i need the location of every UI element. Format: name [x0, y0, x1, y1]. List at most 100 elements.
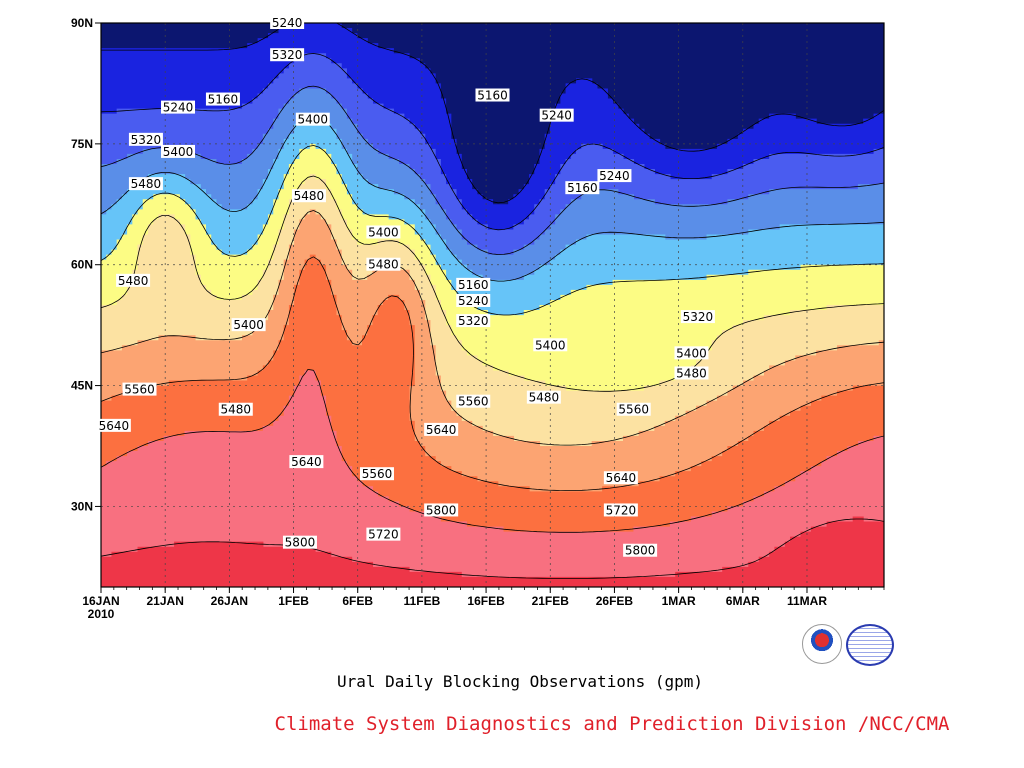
contour-value-text: 5560	[362, 467, 393, 481]
y-tick-label: 30N	[71, 499, 93, 513]
contour-band	[101, 370, 884, 578]
contour-value-label: 5800	[282, 535, 317, 550]
contour-value-text: 5400	[233, 318, 264, 332]
contour-value-label: 5160	[456, 277, 491, 292]
y-axis: 30N 45N 60N 75N 90N	[71, 16, 101, 513]
contour-value-label: 5240	[270, 16, 305, 30]
x-tick-label: 6MAR	[726, 594, 760, 608]
contour-value-label: 5240	[597, 169, 632, 183]
contour-value-text: 5480	[368, 258, 399, 272]
contour-value-label: 5240	[161, 100, 196, 115]
contour-value-text: 5320	[272, 48, 303, 62]
contour-value-text: 5240	[541, 109, 572, 123]
contour-value-text: 5160	[458, 278, 489, 292]
contour-line	[101, 145, 884, 316]
contour-line	[101, 256, 884, 491]
contour-value-label: 5720	[366, 527, 401, 542]
contour-value-text: 5480	[131, 177, 162, 191]
contour-value-label: 5320	[128, 132, 163, 147]
contour-value-label: 5480	[128, 177, 163, 191]
contour-band	[101, 254, 884, 533]
contour-value-text: 5560	[618, 403, 649, 417]
y-tick-label: 60N	[71, 258, 93, 272]
contour-band	[101, 516, 884, 587]
contour-value-text: 5160	[208, 93, 239, 107]
bcc-logo	[802, 624, 842, 664]
contour-value-label: 5400	[295, 112, 330, 127]
contour-band	[101, 209, 884, 492]
contour-value-label: 5480	[674, 366, 709, 380]
contour-value-text: 5400	[163, 145, 194, 159]
contour-value-label: 5400	[161, 144, 196, 159]
x-tick-label: 1MAR	[662, 594, 696, 608]
contour-value-text: 5320	[683, 310, 714, 324]
contour-value-label: 5800	[623, 543, 658, 558]
x-tick-label: 16FEB	[467, 594, 505, 608]
contour-line	[101, 369, 884, 533]
contour-value-text: 5480	[294, 189, 325, 203]
contour-value-text: 5400	[298, 113, 329, 127]
contour-value-text: 5640	[426, 423, 457, 437]
y-tick-label: 75N	[71, 137, 93, 151]
x-tick-label: 21JAN	[147, 594, 184, 608]
contour-value-text: 5720	[368, 528, 399, 542]
x-axis: 16JAN 21JAN 26JAN 1FEB 6FEB 11FEB 16FEB 21FEB 26…	[82, 587, 885, 621]
contour-labels: 5240532051605240532054005480540054805480…	[96, 16, 715, 558]
contour-value-text: 5640	[99, 419, 130, 433]
contour-band	[101, 23, 884, 205]
contour-value-text: 5240	[458, 294, 489, 308]
contour-value-label: 5160	[205, 92, 240, 107]
contour-value-label: 5400	[366, 225, 401, 239]
contour-value-label: 5560	[359, 467, 394, 481]
contour-value-label: 5160	[475, 88, 510, 103]
contour-value-label: 5640	[603, 471, 638, 485]
x-year-label: 2010	[88, 607, 115, 621]
contour-band	[101, 88, 884, 281]
contour-value-label: 5640	[424, 422, 459, 437]
contour-value-text: 5400	[535, 338, 566, 352]
contour-value-text: 5400	[368, 225, 399, 239]
contour-value-label: 5240	[539, 108, 574, 123]
contour-value-text: 5560	[458, 395, 489, 409]
contour-value-text: 5480	[118, 274, 149, 288]
contour-value-text: 5480	[676, 366, 707, 380]
x-tick-label: 26JAN	[211, 594, 248, 608]
contour-value-label: 5320	[456, 314, 491, 328]
contour-value-text: 5160	[567, 181, 598, 195]
x-tick-label: 16JAN	[82, 594, 119, 608]
contour-value-text: 5480	[529, 391, 560, 405]
contour-value-label: 5400	[533, 338, 568, 352]
contour-value-label: 5400	[674, 346, 709, 360]
contour-value-label: 5480	[116, 273, 151, 288]
x-tick-label: 26FEB	[596, 594, 634, 608]
contour-band	[101, 143, 884, 392]
contour-value-label: 5720	[603, 503, 638, 517]
contour-value-text: 5800	[426, 503, 457, 517]
contour-value-label: 5480	[291, 189, 326, 203]
contour-value-label: 5400	[231, 318, 266, 332]
contour-value-text: 5240	[163, 101, 194, 115]
contour-bands	[101, 23, 884, 587]
contour-value-text: 5480	[221, 403, 252, 417]
contour-value-label: 5240	[456, 293, 491, 308]
contour-band	[101, 118, 884, 316]
ncc-logo	[846, 624, 894, 666]
y-tick-label: 45N	[71, 379, 93, 393]
contour-value-label: 5560	[456, 394, 491, 409]
x-tick-label: 6FEB	[342, 594, 373, 608]
contour-value-label: 5560	[122, 382, 157, 397]
plot-frame	[100, 22, 885, 588]
contour-value-text: 5160	[477, 89, 508, 103]
contour-value-text: 5240	[599, 169, 630, 183]
x-tick-label: 11FEB	[404, 594, 441, 608]
contour-value-label: 5320	[680, 310, 715, 324]
contour-value-label: 5160	[565, 181, 600, 195]
y-tick-label: 90N	[71, 16, 93, 30]
contour-value-text: 5720	[606, 503, 637, 517]
contour-line	[101, 518, 884, 579]
contour-value-label: 5320	[270, 48, 305, 62]
x-tick-label: 1FEB	[278, 594, 309, 608]
contour-value-text: 5240	[272, 16, 303, 30]
contour-value-text: 5400	[676, 346, 707, 360]
